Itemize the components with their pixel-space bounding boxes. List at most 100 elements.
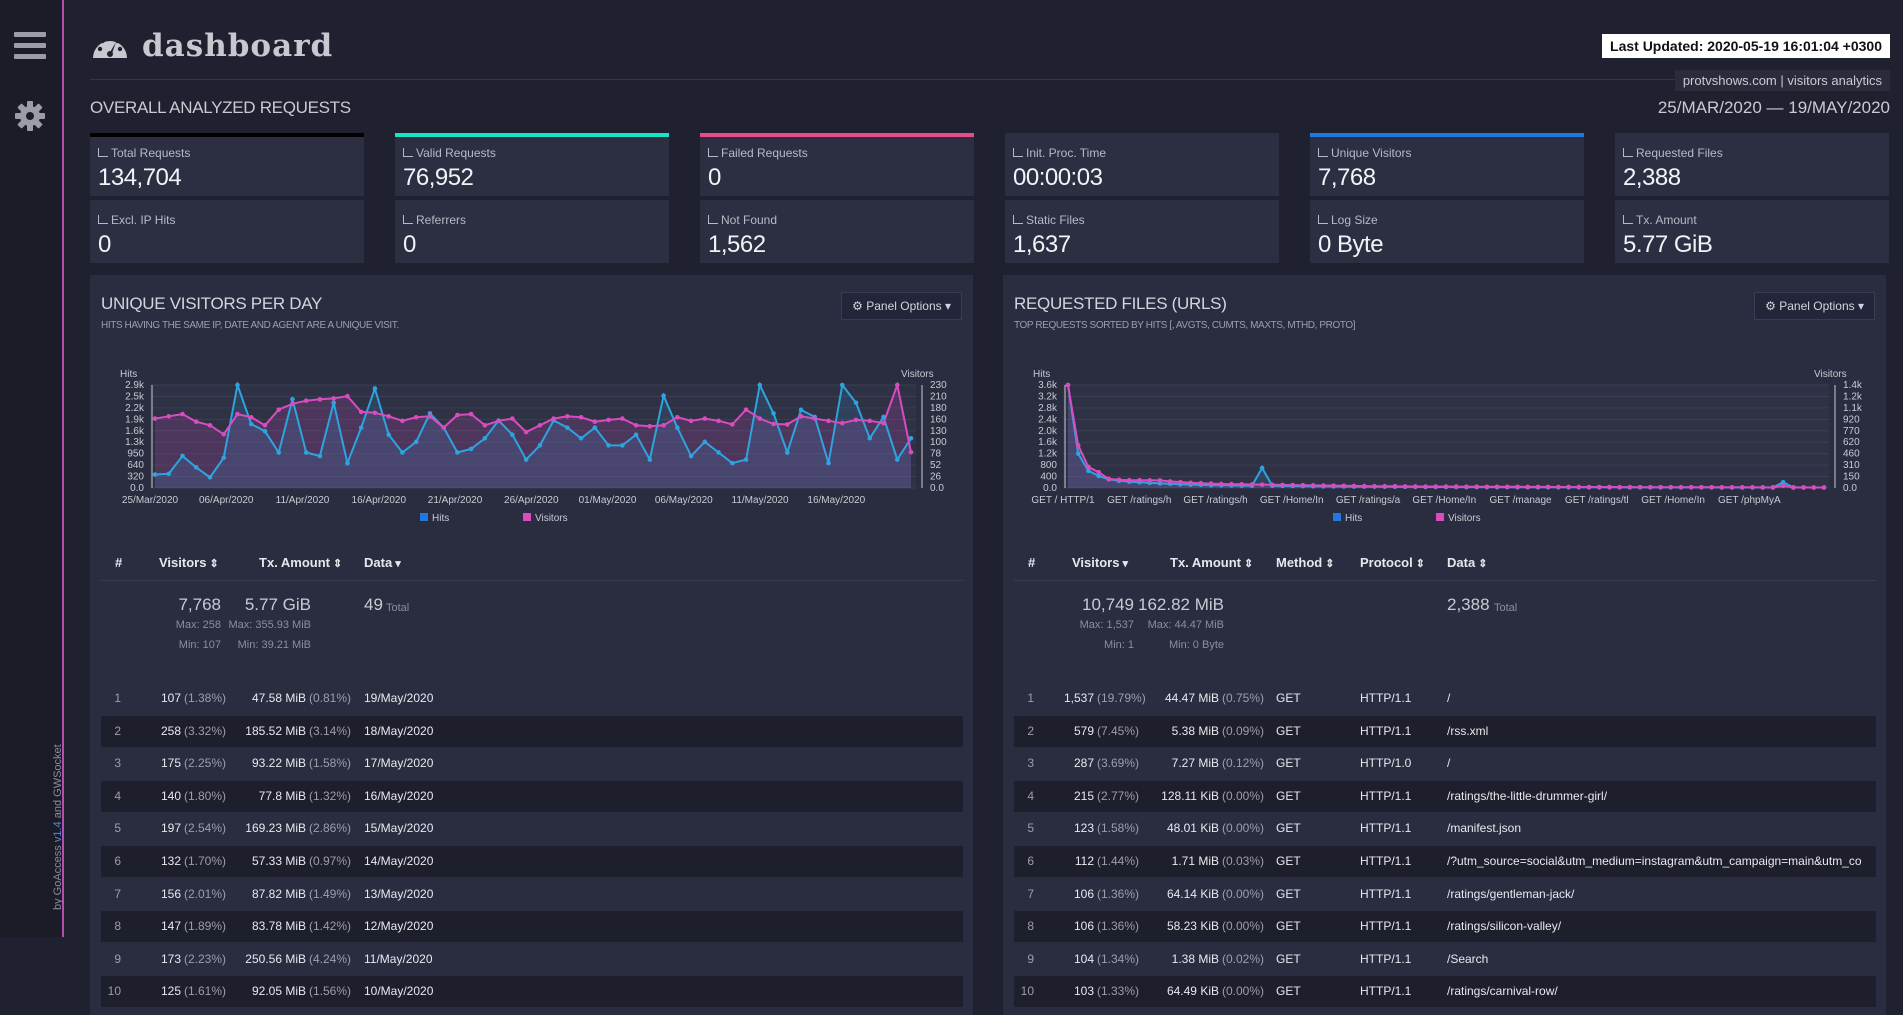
visitors-point[interactable] [1096,469,1101,475]
gear-icon[interactable] [14,100,46,132]
visitors-point[interactable] [1300,482,1306,488]
hits-point[interactable] [537,443,543,448]
visitors-point[interactable] [1484,484,1490,490]
column-header[interactable]: Data ⇕ [1447,545,1487,582]
table-row[interactable]: 5 197 (2.54%) 169.23 MiB (2.86%) 15/May/2020 [101,813,963,844]
visitors-point[interactable] [1596,484,1602,490]
visitors-point[interactable] [482,423,488,428]
files-panel-options-button[interactable]: ⚙ Panel Options ▾ [1754,292,1875,320]
hits-point[interactable] [180,453,185,459]
visitors-point[interactable] [1188,480,1193,486]
visitors-point[interactable] [1147,478,1153,483]
table-row[interactable]: 9 173 (2.23%) 250.56 MiB (4.24%) 11/May/2020 [101,944,963,975]
visitors-point[interactable] [1780,483,1786,489]
visitors-point[interactable] [1126,477,1132,483]
visitors-point[interactable] [1474,484,1479,489]
table-row[interactable]: 7 156 (2.01%) 87.82 MiB (1.49%) 13/May/2020 [101,879,963,910]
hits-point[interactable] [1259,465,1265,471]
hits-point[interactable] [400,450,405,455]
hits-point[interactable] [730,460,735,466]
column-header[interactable]: Method ⇕ [1276,545,1334,582]
hits-point[interactable] [193,465,199,470]
visitors-point[interactable] [1106,476,1112,482]
visitors-point[interactable] [1821,485,1827,490]
hits-point[interactable] [867,435,873,441]
visitors-point[interactable] [1739,485,1745,490]
visitors-point[interactable] [1167,479,1173,484]
visitors-panel-options-button[interactable]: ⚙ Panel Options ▾ [841,292,962,320]
visitors-point[interactable] [1760,485,1766,490]
visitors-point[interactable] [1750,485,1755,490]
visitors-point[interactable] [290,401,295,407]
visitors-point[interactable] [1310,483,1316,488]
visitors-point[interactable] [427,414,433,419]
hits-point[interactable] [702,439,708,445]
hits-point[interactable] [661,393,666,398]
visitors-point[interactable] [1208,481,1214,486]
visitors-point[interactable] [1423,484,1428,489]
visitors-point[interactable] [1658,484,1663,490]
hits-point[interactable] [633,432,639,438]
hits-point[interactable] [1086,468,1091,474]
hits-point[interactable] [1075,451,1081,456]
visitors-point[interactable] [221,431,227,437]
table-row[interactable]: 1 107 (1.38%) 47.58 MiB (0.81%) 19/May/2020 [101,683,963,714]
column-header[interactable]: Visitors ▾ [1072,545,1128,582]
visitors-point[interactable] [633,423,639,428]
hits-point[interactable] [592,425,598,430]
hits-point[interactable] [798,407,804,413]
table-row[interactable]: 2 579 (7.45%) 5.38 MiB (0.09%) GET HTTP/1.1/rs… [1014,715,1876,747]
table-row[interactable]: 5 123 (1.58%) 48.01 KiB (0.00%) GET HTTP/1.1/m… [1014,813,1876,844]
visitors-point[interactable] [592,419,598,425]
visitors-point[interactable] [1791,485,1796,490]
visitors-point[interactable] [1525,484,1531,490]
column-header[interactable]: Protocol ⇕ [1360,545,1425,582]
hits-point[interactable] [565,425,570,430]
table-row[interactable]: 3 175 (2.25%) 93.22 MiB (1.58%) 17/May/2020 [101,748,963,779]
visitors-point[interactable] [908,449,914,455]
table-row[interactable]: 4 140 (1.80%) 77.8 MiB (1.32%) 16/May/2020 [101,780,963,812]
visitors-point[interactable] [1770,485,1776,490]
visitors-point[interactable] [1637,484,1643,490]
hits-point[interactable] [523,457,529,462]
hits-point[interactable] [207,475,213,480]
visitors-point[interactable] [1433,484,1439,489]
visitors-point[interactable] [1249,482,1255,487]
visitors-point[interactable] [1453,484,1459,489]
visitors-point[interactable] [716,418,721,424]
hits-point[interactable] [647,457,653,462]
visitors-point[interactable] [551,416,556,421]
visitors-point[interactable] [688,418,694,424]
visitors-point[interactable] [1464,484,1469,489]
table-row[interactable]: 7 106 (1.36%) 64.14 KiB (0.00%) GET HTTP/1.1/r… [1014,879,1876,910]
hits-point[interactable] [839,382,845,388]
visitors-point[interactable] [358,409,364,415]
credit-version-link[interactable]: v1.4 [52,821,64,843]
table-row[interactable]: 4 215 (2.77%) 128.11 KiB (0.00%) GET HTTP/1.1 /… [1014,780,1876,812]
hits-point[interactable] [468,446,474,452]
hits-point[interactable] [688,453,694,459]
visitors-point[interactable] [1157,478,1163,483]
visitors-point[interactable] [565,414,570,419]
hits-point[interactable] [386,432,391,438]
visitors-point[interactable] [1688,484,1694,490]
hits-point[interactable] [1780,479,1786,485]
visitors-point[interactable] [345,393,350,399]
hits-point[interactable] [510,432,515,438]
visitors-point[interactable] [1648,484,1653,490]
visitors-point[interactable] [1341,483,1347,489]
visitors-point[interactable] [235,411,240,417]
visitors-point[interactable] [510,416,515,421]
visitors-point[interactable] [1504,484,1510,490]
visitors-point[interactable] [867,418,873,424]
visitors-point[interactable] [826,418,831,424]
visitors-point[interactable] [1668,484,1674,490]
visitors-point[interactable] [1198,480,1204,486]
visitors-point[interactable] [1627,484,1633,490]
visitors-point[interactable] [455,412,460,418]
visitors-point[interactable] [1443,484,1449,489]
hits-point[interactable] [771,411,776,416]
visitors-point[interactable] [798,414,804,419]
visitors-point[interactable] [317,397,323,402]
table-row[interactable]: 10 103 (1.33%) 64.49 KiB (0.00%) GET HTTP/1.1 /… [1014,976,1876,1008]
